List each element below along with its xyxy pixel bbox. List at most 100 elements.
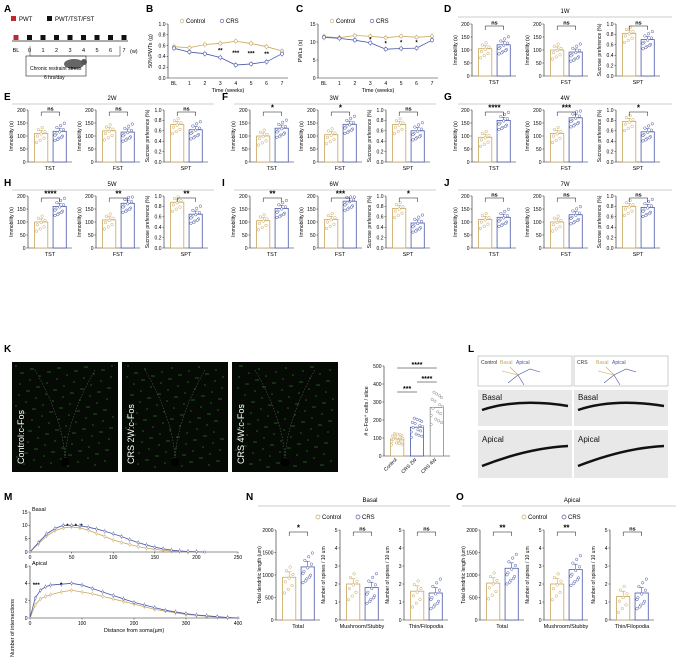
data-point: [111, 216, 115, 220]
panel-label-e: E: [4, 92, 11, 103]
data-point: [552, 128, 556, 132]
data-point: [284, 569, 288, 573]
data-point: [640, 592, 644, 596]
x-axis-label: TST: [45, 166, 56, 172]
data-point: [643, 34, 647, 38]
data-point: [301, 571, 305, 575]
data-point: [497, 219, 501, 223]
data-point: [352, 38, 357, 43]
data-point: [437, 419, 441, 423]
cfos-signal: [45, 393, 47, 395]
data-point: [121, 210, 125, 214]
data-point: [416, 428, 420, 432]
data-point: [128, 207, 132, 211]
data-point: [56, 137, 60, 141]
data-point: [497, 122, 501, 126]
y-tick-label: 150: [533, 35, 542, 41]
y-tick-label: 100: [461, 48, 470, 54]
data-point: [506, 110, 510, 114]
data-point: [249, 62, 254, 66]
cfos-signal: [269, 455, 271, 457]
x-tick-label: 300: [182, 621, 191, 627]
data-point: [374, 572, 378, 576]
data-point: [569, 125, 573, 129]
title-5w: 5W: [108, 182, 117, 188]
data-point: [53, 527, 57, 530]
cfos-signal: [51, 451, 53, 453]
data-point: [53, 138, 57, 142]
sig-label: ****: [421, 376, 432, 383]
cfos-signal: [254, 390, 256, 392]
y-tick-label: 0.8: [377, 118, 384, 124]
timeline-marker: [13, 35, 19, 40]
panel-label-h: H: [4, 178, 11, 189]
data-point: [351, 583, 355, 587]
data-point: [365, 601, 369, 605]
cfos-signal: [141, 379, 143, 381]
cfos-signal: [106, 398, 108, 400]
data-point: [513, 563, 518, 568]
cfos-signal: [151, 437, 153, 439]
cfos-signal: [49, 371, 51, 373]
data-point: [486, 597, 491, 601]
y-tick-label: 100: [461, 134, 470, 140]
data-point: [418, 135, 422, 139]
y-tick-label: 0: [91, 160, 94, 166]
data-point: [630, 124, 634, 128]
cfos-signal: [294, 414, 296, 416]
y-tick-label: 50: [536, 61, 542, 67]
cfos-signal: [96, 402, 98, 404]
y-tick-label: 50: [536, 147, 542, 153]
cfos-signal: [241, 405, 243, 407]
cfos-signal: [184, 454, 186, 456]
panel-label-j: J: [444, 178, 450, 189]
data-point: [330, 211, 334, 216]
x-axis-label: TST: [489, 80, 500, 86]
cfos-signal: [297, 443, 299, 445]
data-point: [577, 114, 582, 118]
y-axis-label: Immobility (s): [9, 207, 15, 237]
y-tick-label: 150: [307, 207, 316, 213]
bar: [324, 134, 339, 163]
data-point: [418, 597, 422, 602]
cfos-signal: [176, 436, 178, 438]
data-point: [343, 131, 347, 135]
data-point: [418, 227, 422, 231]
cfos-signal: [255, 379, 257, 381]
cfos-signal: [253, 401, 255, 403]
data-point: [482, 54, 486, 58]
cfos-signal: [205, 435, 207, 437]
cfos-signal: [94, 464, 96, 466]
legend-label-crs: CRS: [226, 19, 239, 25]
data-point: [121, 205, 125, 209]
data-point: [226, 616, 229, 619]
data-point: [153, 545, 157, 549]
cfos-signal: [311, 417, 313, 419]
data-point: [262, 213, 266, 217]
data-point: [192, 220, 196, 224]
data-point: [618, 588, 622, 592]
cfos-signal: [63, 447, 65, 449]
data-point: [559, 218, 563, 222]
data-point: [189, 137, 193, 141]
cfos-signal: [145, 419, 147, 421]
y-tick-label: 2: [605, 582, 608, 588]
y-axis-label: 50%PWTs (g): [148, 34, 154, 68]
dendrite-segment: [481, 401, 569, 412]
data-point: [203, 550, 207, 554]
x-axis-label: FST: [561, 252, 572, 258]
cfos-signal: [200, 406, 202, 408]
data-point: [43, 218, 47, 222]
y-axis-label: Sucrose preference (%): [145, 195, 151, 248]
bar-chart-f2: 0 50 100 150 200 Immobility (s) FST *: [299, 104, 362, 172]
cfos-signal: [164, 462, 166, 464]
y-axis-label: Number of intersections: [10, 599, 16, 657]
data-point: [499, 212, 503, 216]
cfos-signal: [111, 365, 113, 367]
data-point: [569, 119, 573, 124]
x-tick-label: 7: [281, 81, 284, 87]
data-point: [352, 195, 356, 199]
cfos-signal: [324, 442, 326, 444]
data-point: [111, 594, 115, 597]
data-point: [635, 597, 639, 602]
